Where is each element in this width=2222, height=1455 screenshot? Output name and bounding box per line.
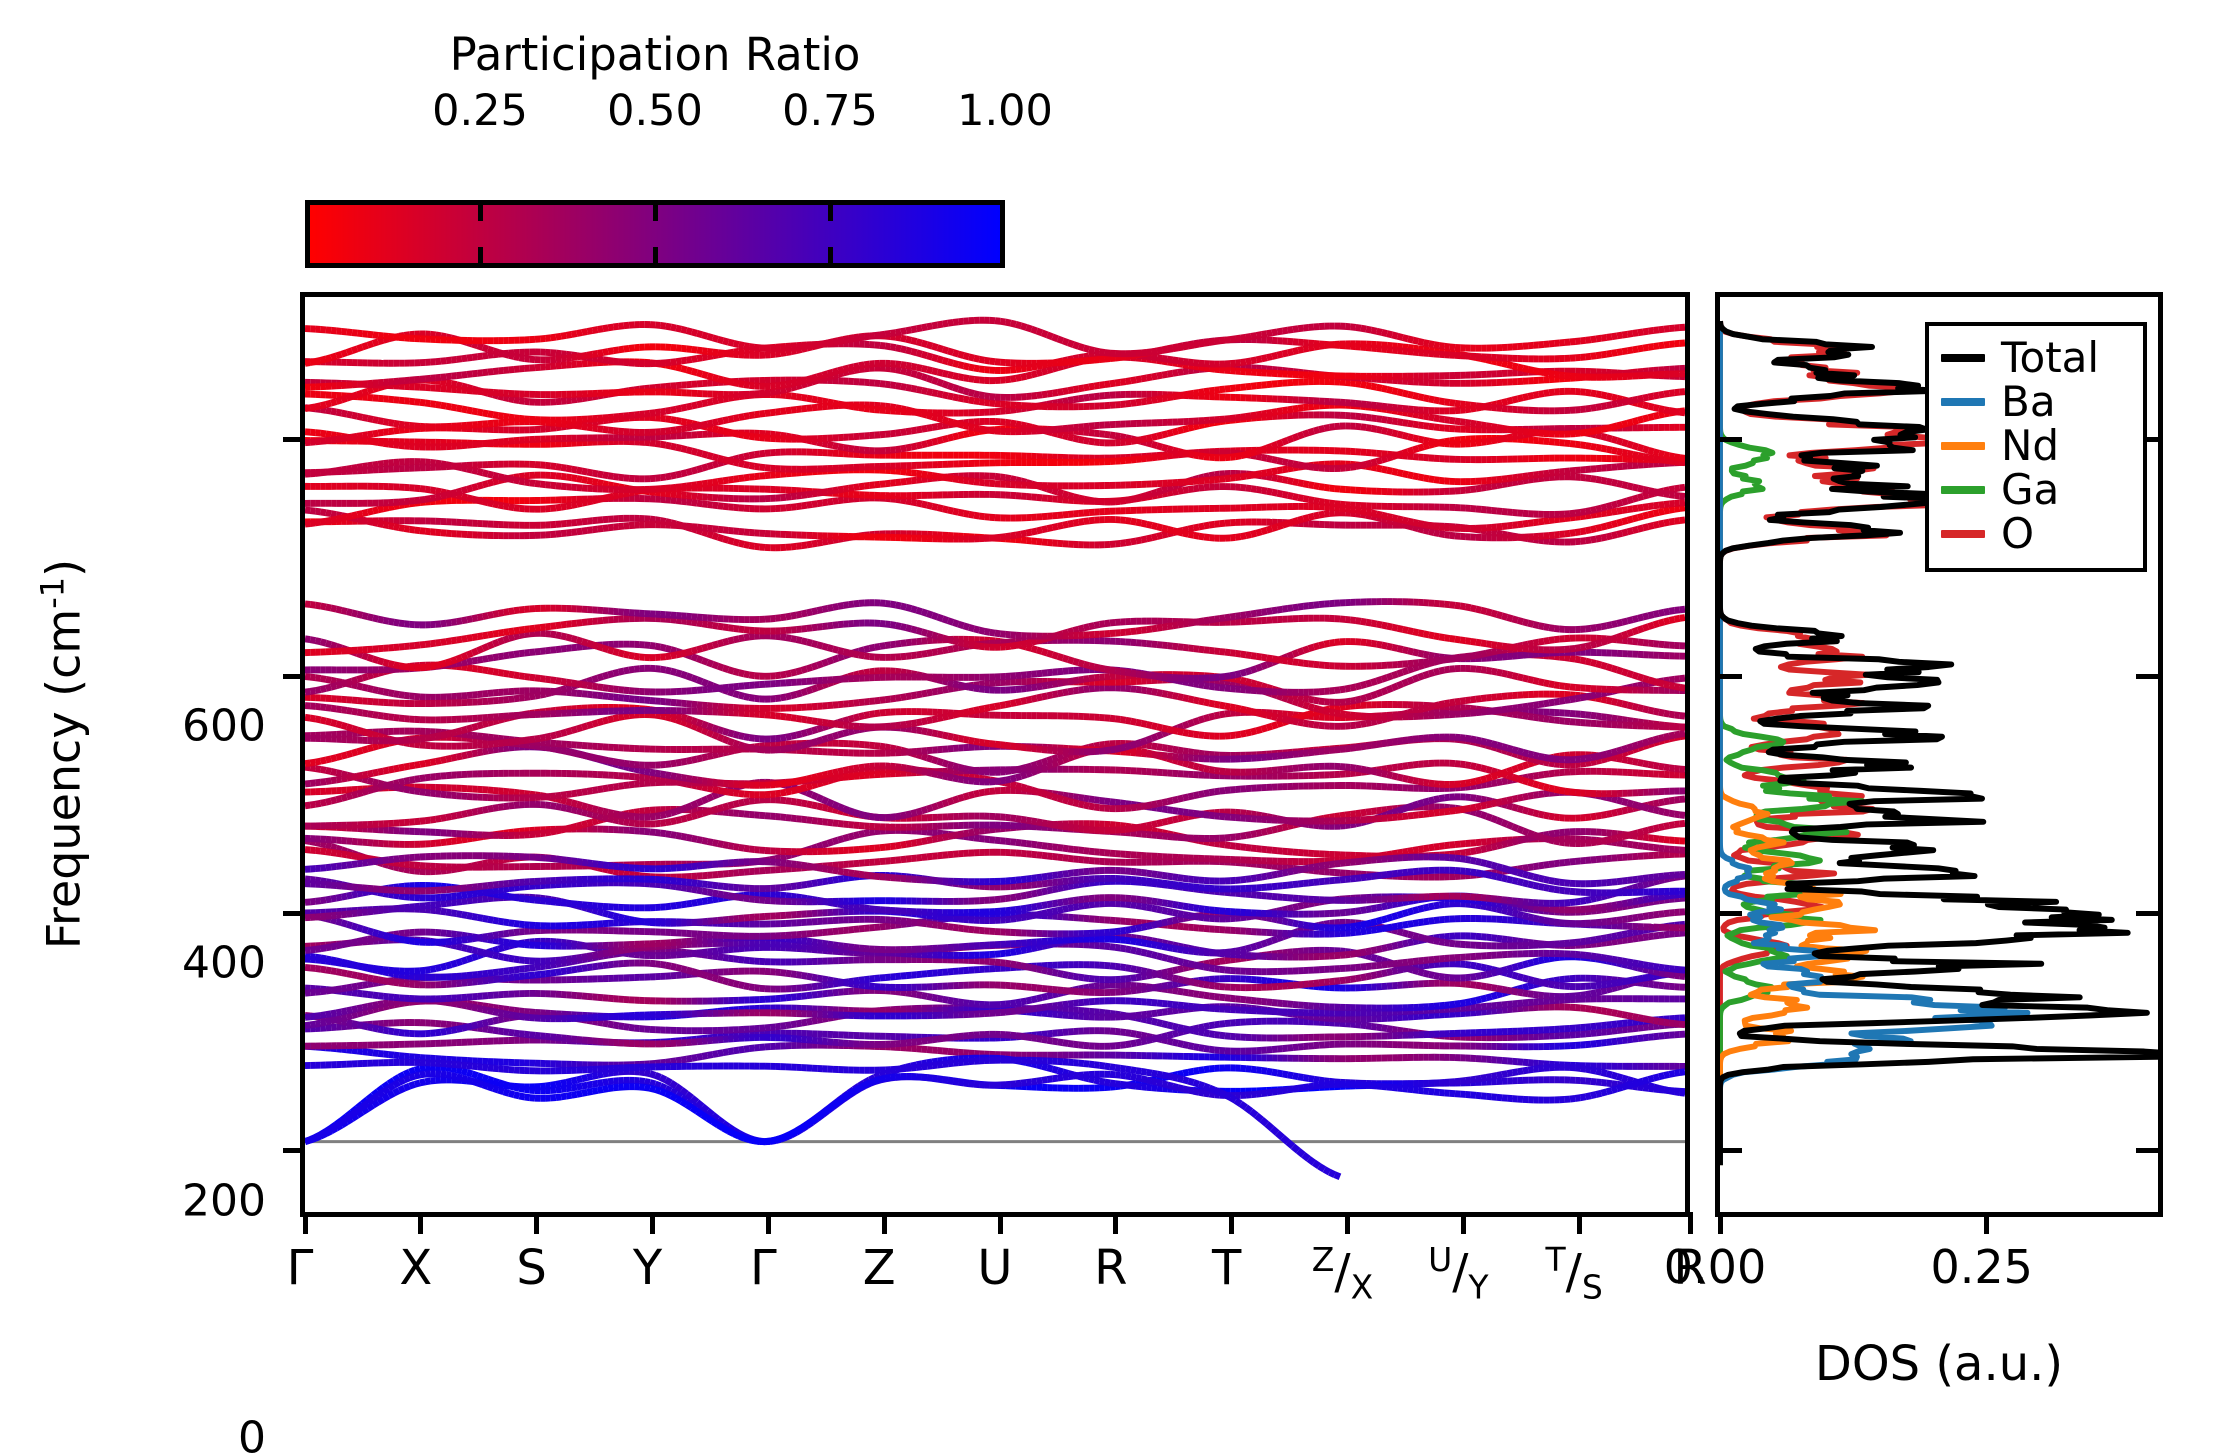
- band-x-tick: [1687, 1212, 1693, 1234]
- dos-y-tick: [2136, 1148, 2158, 1154]
- band-x-tick: [765, 1212, 771, 1234]
- colorbar-tick-mark: [478, 247, 483, 263]
- colorbar-tick-mark: [828, 205, 833, 221]
- colorbar-tick-label: 0.25: [432, 86, 528, 136]
- legend-label: O: [2001, 509, 2035, 558]
- band-x-tick-label: U: [977, 1240, 1013, 1296]
- dos-y-tick: [1720, 911, 1742, 917]
- colorbar-tick-labels: 0.25 0.50 0.75 1.00: [305, 86, 1053, 140]
- x-tick-fraction: Z/X: [1311, 1240, 1374, 1307]
- band-y-tick: [283, 1148, 305, 1154]
- band-x-tick-label: S: [516, 1240, 547, 1296]
- colorbar-tick-mark: [828, 247, 833, 263]
- band-x-tick: [997, 1212, 1003, 1234]
- dos-y-tick: [1720, 1148, 1742, 1154]
- colorbar-tick-label: 0.50: [607, 86, 703, 136]
- dos-x-tick-label: 0.25: [1930, 1240, 2033, 1294]
- dos-x-tick-labels: 0.00 0.25: [0, 1240, 2222, 1310]
- dos-y-tick: [1720, 673, 1742, 679]
- y-axis-exponent: -1: [33, 576, 72, 609]
- band-x-tick: [1576, 1212, 1582, 1234]
- x-tick-fraction: T/S: [1545, 1240, 1603, 1307]
- dos-y-tick: [2136, 911, 2158, 917]
- band-y-tick-label: 0: [238, 1412, 266, 1455]
- band-x-tick: [302, 1212, 308, 1234]
- band-x-tick: [1113, 1212, 1119, 1234]
- legend-swatch-total: [1941, 354, 1985, 362]
- band-x-tick-label: Γ: [286, 1240, 314, 1296]
- dos-curve-nd: [1720, 320, 1879, 1166]
- legend-swatch-ba: [1941, 398, 1985, 406]
- band-x-tick: [418, 1212, 424, 1234]
- legend-label: Nd: [2001, 421, 2060, 470]
- colorbar: [305, 200, 1005, 268]
- band-x-tick-label: Y: [632, 1240, 663, 1296]
- band-y-tick-label: 400: [182, 937, 266, 989]
- dos-x-tick: [1984, 1212, 1990, 1234]
- colorbar-title: Participation Ratio: [449, 28, 861, 81]
- band-x-tick-label: Z/X: [1312, 1240, 1373, 1307]
- band-y-tick-label: 200: [182, 1175, 266, 1227]
- band-x-tick-label: T/S: [1546, 1240, 1603, 1307]
- dos-curve-total: [1720, 320, 2158, 1166]
- legend-item: Ba: [1929, 380, 2143, 424]
- band-y-tick-label: 600: [182, 700, 266, 752]
- band-x-tick: [881, 1212, 887, 1234]
- colorbar-tick-mark: [478, 205, 483, 221]
- band-x-tick-label: Z: [862, 1240, 896, 1296]
- legend-swatch-nd: [1941, 442, 1985, 450]
- legend-item: O: [1929, 512, 2143, 556]
- legend-label: Total: [2001, 333, 2100, 382]
- band-x-tick-label: Γ: [749, 1240, 777, 1296]
- dos-x-tick: [1717, 1212, 1723, 1234]
- band-y-axis-title: Frequency (cm-1): [33, 558, 91, 950]
- dos-y-tick: [1720, 436, 1742, 442]
- colorbar-tick-mark: [653, 205, 658, 221]
- legend-item: Ga: [1929, 468, 2143, 512]
- colorbar-tick-mark: [653, 247, 658, 263]
- band-y-tick: [283, 911, 305, 917]
- dos-x-tick-label: 0.00: [1663, 1240, 1767, 1294]
- band-x-tick-label: R: [1094, 1240, 1128, 1296]
- legend-item: Total: [1929, 336, 2143, 380]
- legend-label: Ba: [2001, 377, 2056, 426]
- dos-y-tick: [2136, 436, 2158, 442]
- band-x-tick-label: X: [399, 1240, 433, 1296]
- dos-x-axis-title: DOS (a.u.): [1814, 1336, 2064, 1392]
- dos-curve-ga: [1720, 320, 1866, 1166]
- legend-label: Ga: [2001, 465, 2060, 514]
- legend-swatch-o: [1941, 530, 1985, 538]
- band-y-tick: [283, 673, 305, 679]
- dos-y-tick: [2136, 673, 2158, 679]
- phonon-band-structure-panel: [283, 292, 1693, 1234]
- band-x-tick: [534, 1212, 540, 1234]
- dos-curve-ba: [1720, 320, 2031, 1166]
- dos-plot: [1720, 320, 2158, 1166]
- band-x-tick: [1229, 1212, 1235, 1234]
- band-x-tick: [650, 1212, 655, 1234]
- colorbar-tick-label: 0.75: [782, 86, 878, 136]
- band-x-tick-label: U/Y: [1428, 1240, 1489, 1307]
- dos-legend: Total Ba Nd Ga O: [1925, 322, 2147, 572]
- band-x-tick: [1460, 1212, 1466, 1234]
- colorbar-tick-label: 1.00: [957, 86, 1053, 136]
- band-y-tick: [283, 436, 305, 442]
- band-structure-plot: [305, 316, 1685, 1181]
- band-x-tick-label: T: [1211, 1240, 1242, 1296]
- x-tick-fraction: U/Y: [1428, 1240, 1489, 1307]
- legend-swatch-ga: [1941, 486, 1985, 494]
- band-x-tick: [1345, 1212, 1350, 1234]
- legend-item: Nd: [1929, 424, 2143, 468]
- band-x-tick-label: R: [1673, 1240, 1707, 1296]
